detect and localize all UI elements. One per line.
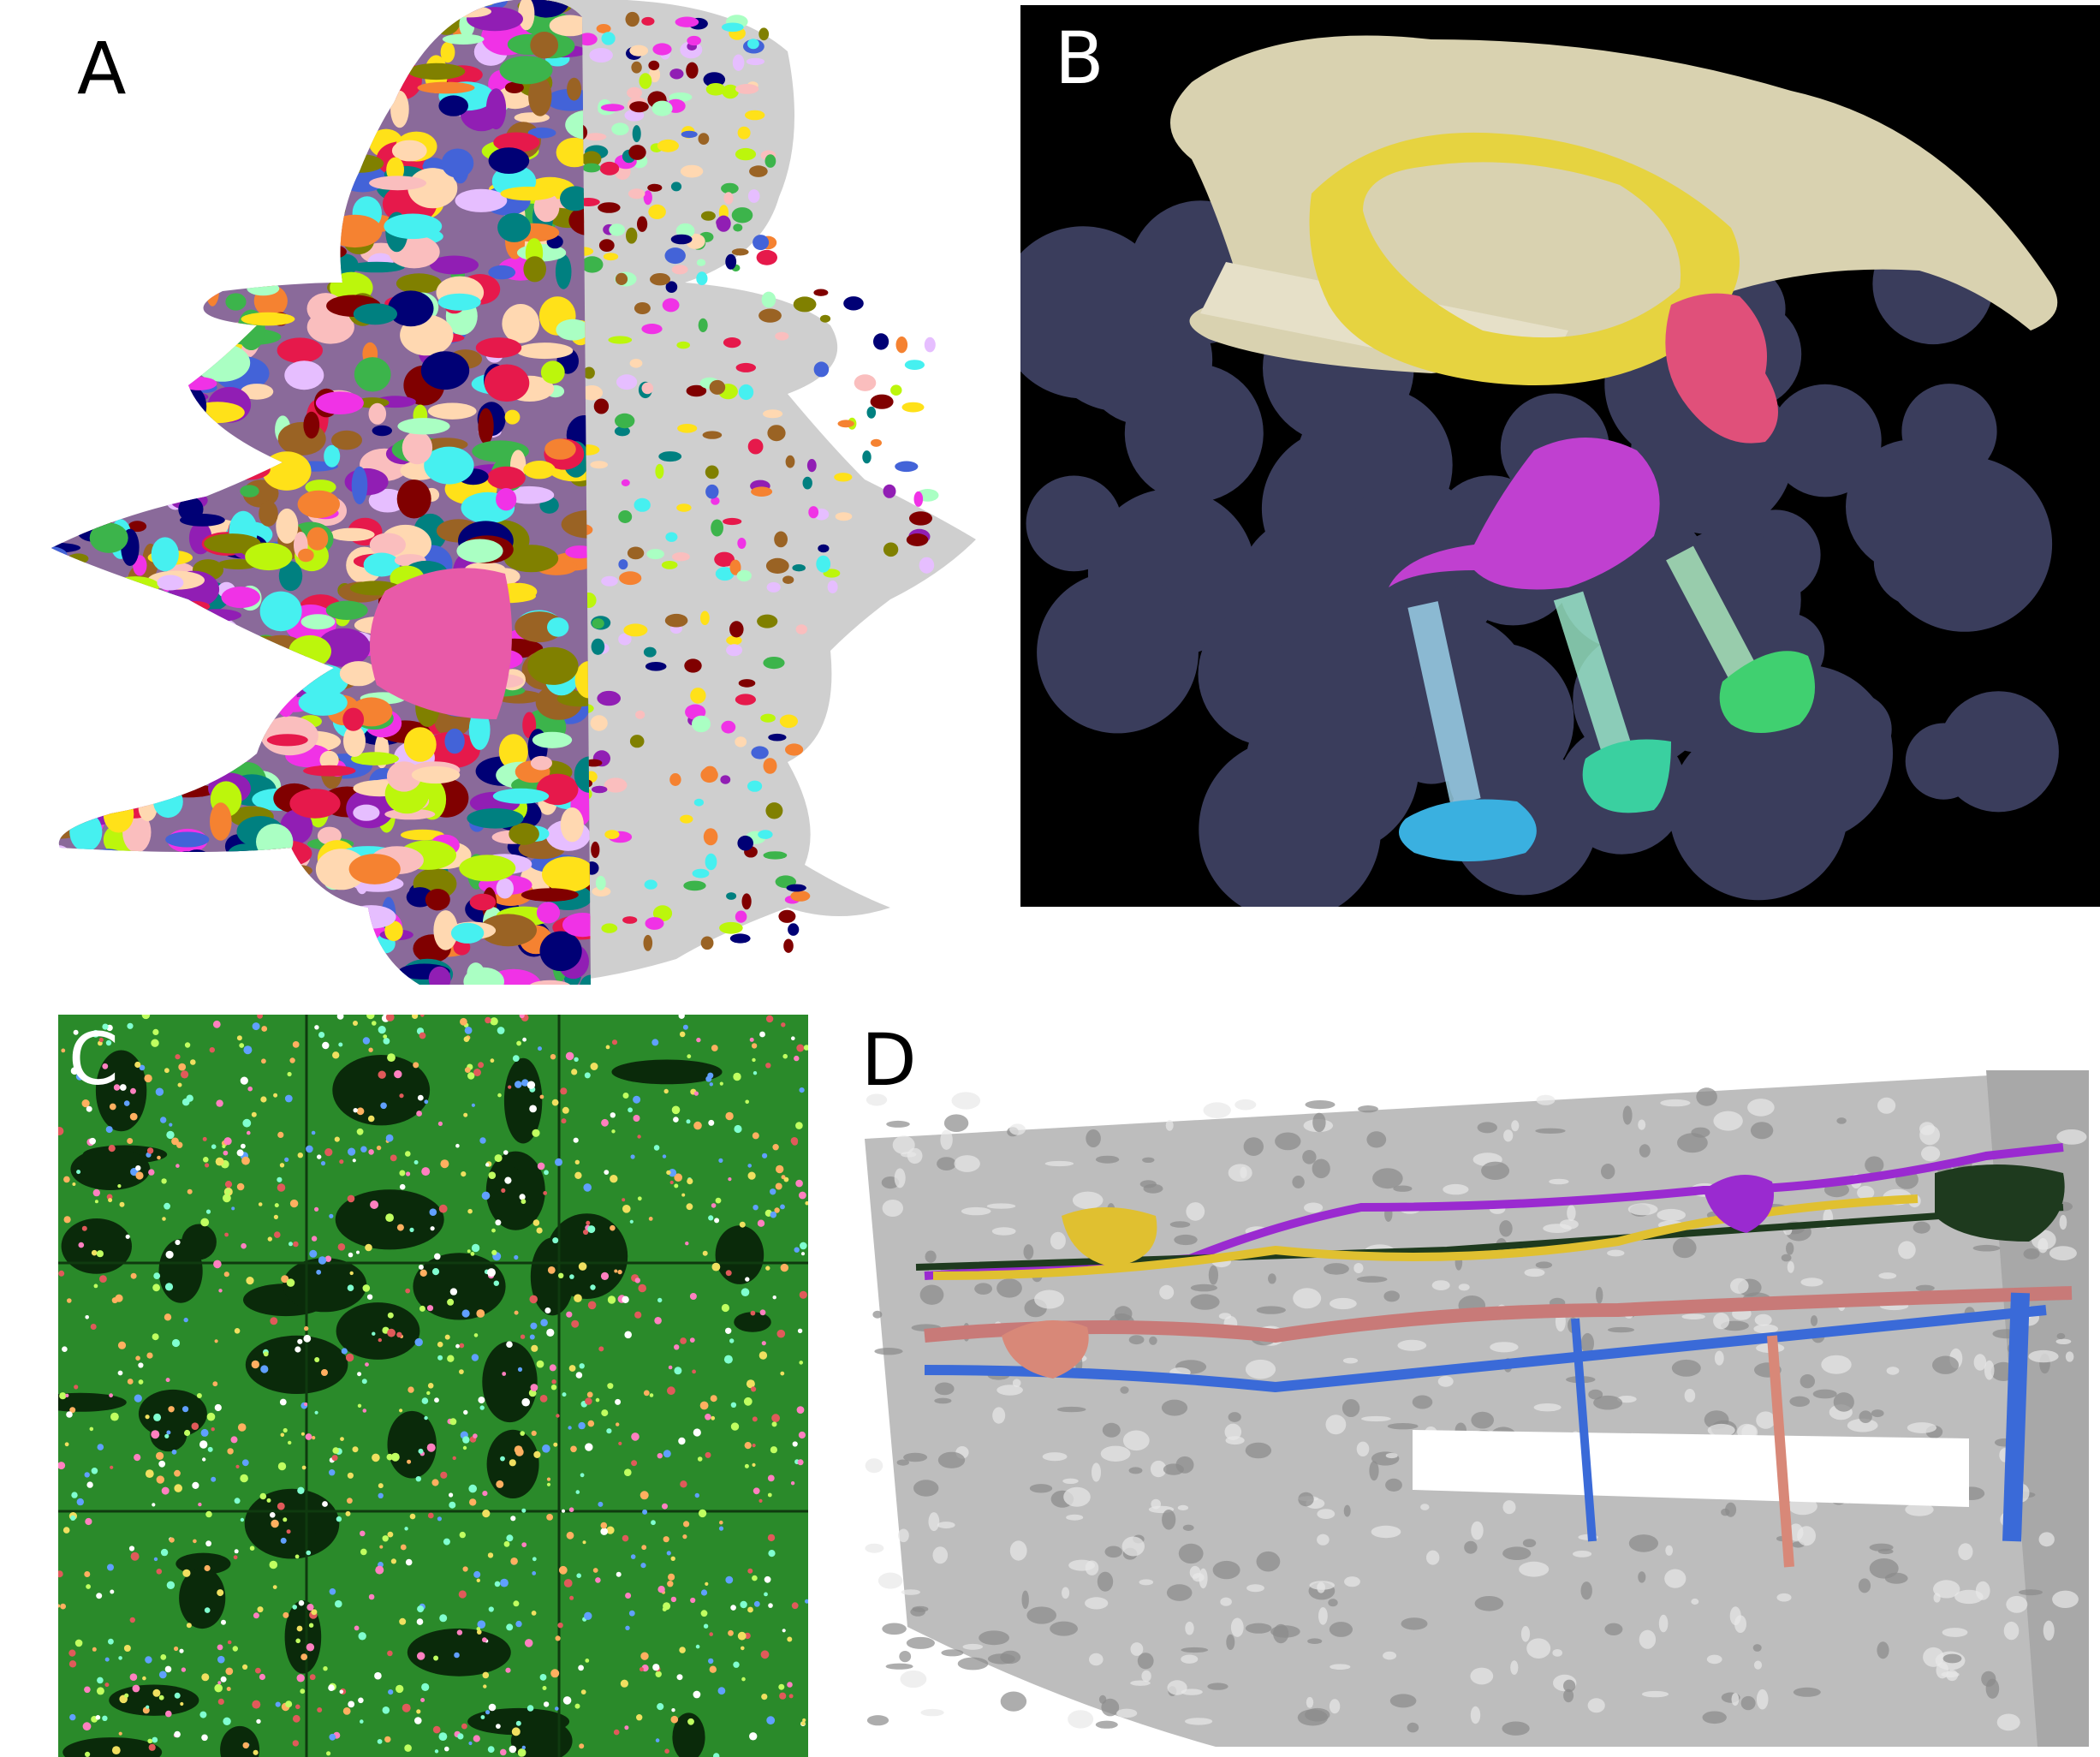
salmon-neuron <box>924 1286 2073 1343</box>
dark-green-soma <box>1935 1164 2065 1242</box>
blue-branch-2 <box>1571 1318 1597 1542</box>
blue-branch <box>2002 1292 2030 1542</box>
cyan-axon <box>1407 601 1481 805</box>
yellow-ring <box>1309 132 1740 385</box>
pink-cell <box>1665 293 1778 444</box>
white-gap <box>1413 1430 1969 1507</box>
nuclei <box>58 1015 808 1757</box>
panel-b: B <box>1020 5 2100 907</box>
panel-c: C <box>58 1015 808 1757</box>
pink-segment <box>370 568 512 719</box>
teal-axon <box>1553 591 1635 764</box>
em-volume-front <box>865 1070 2089 1747</box>
panel-label-d: D <box>861 1018 917 1102</box>
3d-render-b <box>1020 35 2059 907</box>
cyan-soma <box>1399 799 1537 861</box>
panel-label-c: C <box>68 1017 119 1101</box>
em-volume-render-d <box>865 1070 2089 1747</box>
segmented-half <box>51 0 591 986</box>
teal-soma <box>1582 739 1671 813</box>
magenta-cell <box>1389 438 1660 590</box>
panel-label-a: A <box>77 27 127 110</box>
em-texture <box>865 1087 2087 1736</box>
blue-neuron <box>924 1305 2047 1393</box>
purple-soma <box>1704 1175 1774 1233</box>
fluorescence-image-c <box>58 1015 808 1757</box>
panel-d: D <box>848 1010 2100 1757</box>
green-soma <box>1719 651 1815 733</box>
panel-a: A <box>34 0 976 993</box>
gray-tissue-half <box>514 0 976 985</box>
salmon-cluster <box>1002 1320 1089 1379</box>
segmented-tissue-image-a <box>51 0 976 986</box>
panel-label-b: B <box>1055 16 1104 100</box>
salmon-branch <box>1767 1335 1794 1568</box>
dark-regions <box>58 1050 771 1757</box>
yellow-cluster <box>1062 1207 1157 1267</box>
